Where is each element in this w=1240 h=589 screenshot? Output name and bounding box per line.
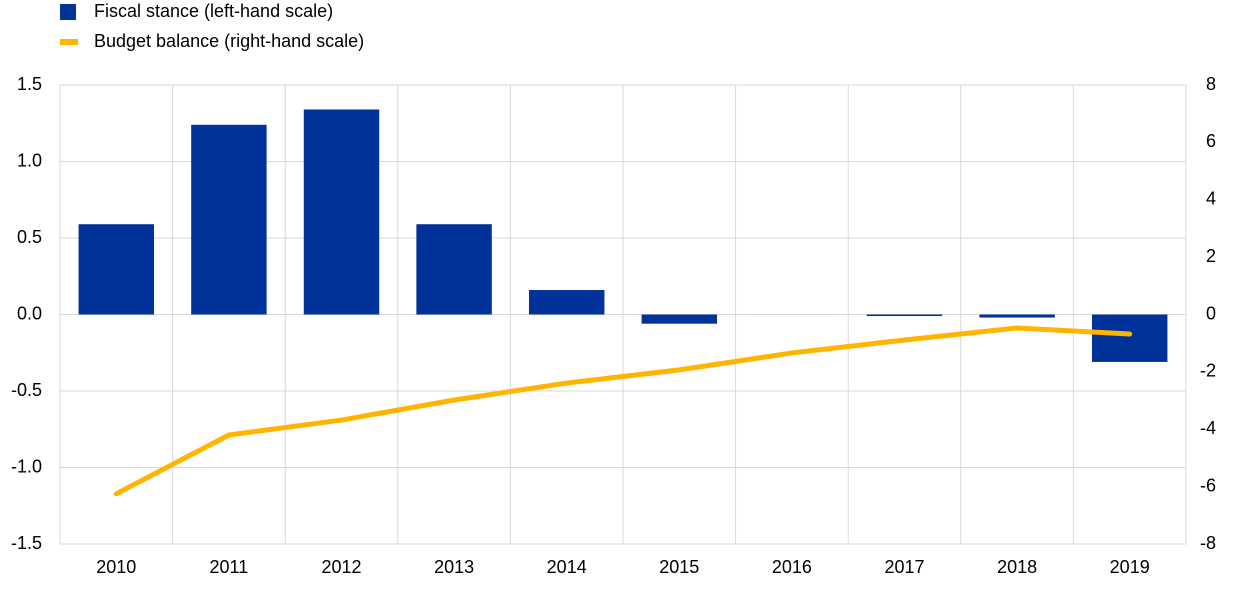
bar — [641, 314, 718, 324]
bar — [78, 224, 155, 315]
x-tick-label: 2016 — [772, 557, 812, 577]
legend-swatch — [60, 39, 78, 45]
x-tick-label: 2013 — [434, 557, 474, 577]
bar — [979, 314, 1055, 318]
bar — [1091, 314, 1168, 362]
line — [113, 325, 1133, 497]
y-tick-label: -1.0 — [11, 456, 42, 476]
bar — [303, 109, 380, 315]
y-tick-label: 0.5 — [17, 227, 42, 247]
y2-tick-label: -6 — [1200, 475, 1216, 495]
y-tick-label: 0.0 — [17, 303, 42, 323]
y-tick-label: 1.0 — [17, 150, 42, 170]
x-tick-label: 2015 — [659, 557, 699, 577]
legend-label: Budget balance (right-hand scale) — [94, 31, 364, 51]
bar — [191, 124, 267, 315]
y-tick-label: -0.5 — [11, 380, 42, 400]
x-tick-label: 2012 — [321, 557, 361, 577]
y2-tick-label: -4 — [1200, 418, 1216, 438]
bar — [866, 314, 943, 317]
y2-tick-label: 4 — [1206, 189, 1216, 209]
y-tick-label: -1.5 — [11, 533, 42, 553]
legend-swatch — [60, 4, 76, 20]
legend-label: Fiscal stance (left-hand scale) — [94, 1, 333, 21]
x-tick-label: 2014 — [547, 557, 587, 577]
y2-tick-label: 2 — [1206, 246, 1216, 266]
y2-tick-label: 0 — [1206, 303, 1216, 323]
x-tick-label: 2018 — [997, 557, 1037, 577]
y2-tick-label: 8 — [1206, 74, 1216, 94]
y-tick-label: 1.5 — [17, 74, 42, 94]
x-tick-label: 2011 — [210, 557, 249, 577]
bar — [528, 290, 605, 315]
x-tick-label: 2010 — [96, 557, 136, 577]
y2-tick-label: 6 — [1206, 131, 1216, 151]
y2-tick-label: -2 — [1200, 361, 1216, 381]
bar — [416, 224, 492, 315]
y2-tick-label: -8 — [1200, 533, 1216, 553]
x-tick-label: 2017 — [884, 557, 924, 577]
x-tick-label: 2019 — [1110, 557, 1150, 577]
